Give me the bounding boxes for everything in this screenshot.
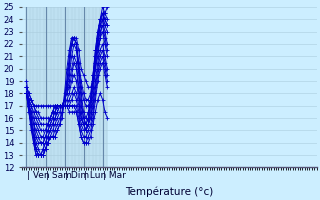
Text: | Sam: | Sam (46, 171, 72, 180)
Text: | Lun: | Lun (84, 171, 107, 180)
X-axis label: Température (°c): Température (°c) (125, 186, 213, 197)
Text: | Dim: | Dim (65, 171, 89, 180)
Text: | Ven: | Ven (27, 171, 50, 180)
Text: | Mar: | Mar (103, 171, 126, 180)
